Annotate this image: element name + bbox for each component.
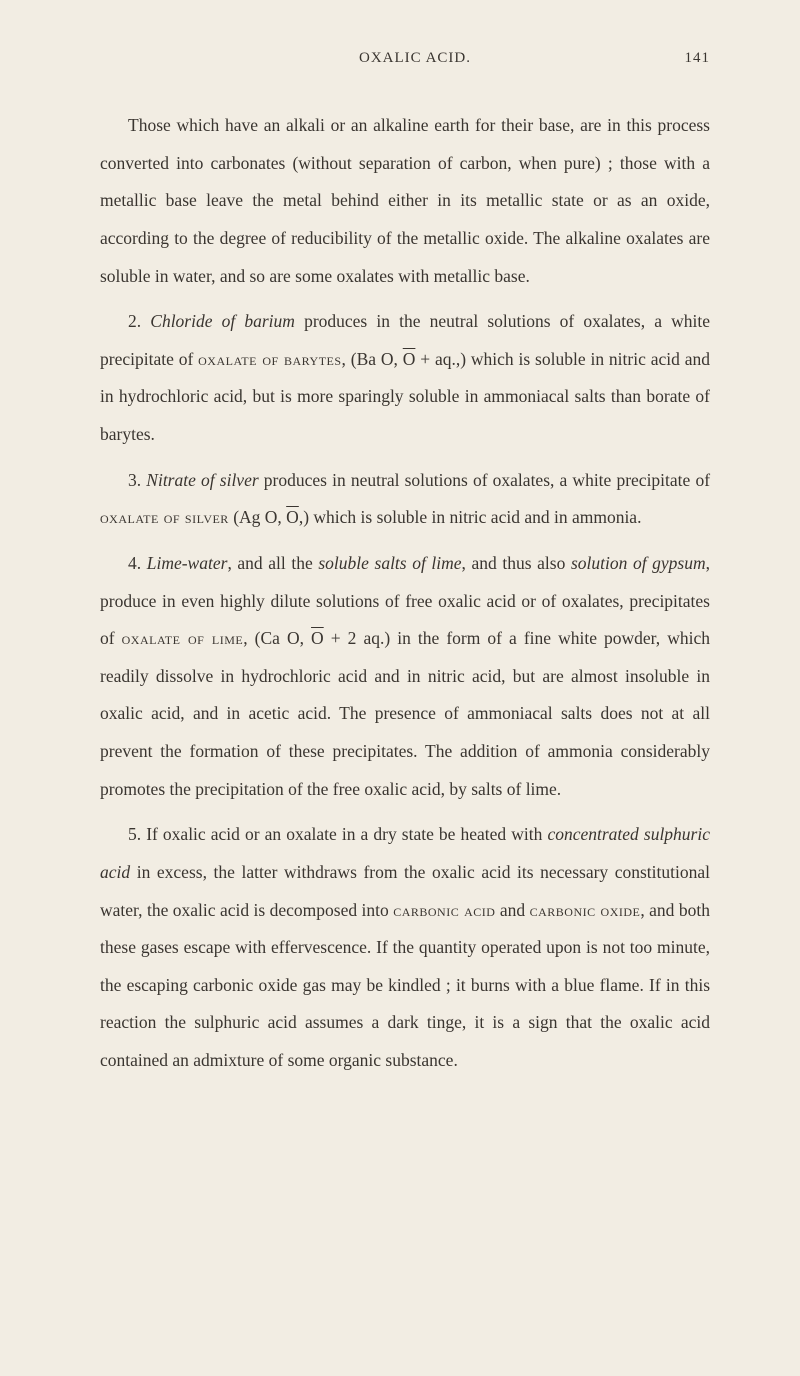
text-segment: , and all the xyxy=(227,553,318,573)
page-number: 141 xyxy=(650,50,710,67)
text-segment: 5. If oxalic acid or an oxalate in a dry… xyxy=(128,824,547,844)
page-header: OXALIC ACID. 141 xyxy=(100,50,710,67)
page-content: Those which have an alkali or an alkalin… xyxy=(100,107,710,1080)
header-title: OXALIC ACID. xyxy=(100,50,650,67)
text-segment: soluble salts of lime xyxy=(318,553,461,573)
text-segment: , (Ba O, xyxy=(342,349,403,369)
text-segment: Those which have an alkali or an alkalin… xyxy=(100,115,710,286)
text-segment: , and thus also xyxy=(462,553,571,573)
text-segment: , (Ca O, xyxy=(243,628,311,648)
text-segment: 2. xyxy=(128,311,150,331)
text-segment: O xyxy=(286,507,299,527)
paragraph: 3. Nitrate of silver produces in neutral… xyxy=(100,462,710,537)
text-segment: , and both these gases escape with effer… xyxy=(100,900,710,1071)
text-segment: Lime-water xyxy=(147,553,228,573)
text-segment: + 2 aq.) in the form of a fine white pow… xyxy=(100,628,710,799)
text-segment: and xyxy=(495,900,529,920)
text-segment: Nitrate of silver xyxy=(146,470,258,490)
text-segment: ,) which is solu­ble in nitric acid and … xyxy=(299,507,642,527)
paragraph: 4. Lime-water, and all the soluble salts… xyxy=(100,545,710,808)
text-segment: produces in neutral solutions of oxalate… xyxy=(259,470,710,490)
text-segment: O xyxy=(403,349,416,369)
text-segment: carbonic oxide xyxy=(530,900,641,920)
text-segment: carbonic acid xyxy=(393,900,495,920)
text-segment: 3. xyxy=(128,470,146,490)
text-segment: (Ag O, xyxy=(229,507,286,527)
text-segment: O xyxy=(311,628,324,648)
text-segment: Chloride of barium xyxy=(150,311,295,331)
paragraph: 2. Chloride of barium produces in the ne… xyxy=(100,303,710,454)
text-segment: oxalate of barytes xyxy=(198,349,341,369)
text-segment: oxalate of lime xyxy=(122,628,244,648)
paragraph: Those which have an alkali or an alkalin… xyxy=(100,107,710,295)
text-segment: solution of gypsum xyxy=(571,553,706,573)
text-segment: 4. xyxy=(128,553,147,573)
paragraph: 5. If oxalic acid or an oxalate in a dry… xyxy=(100,816,710,1079)
text-segment: oxalate of silver xyxy=(100,507,229,527)
